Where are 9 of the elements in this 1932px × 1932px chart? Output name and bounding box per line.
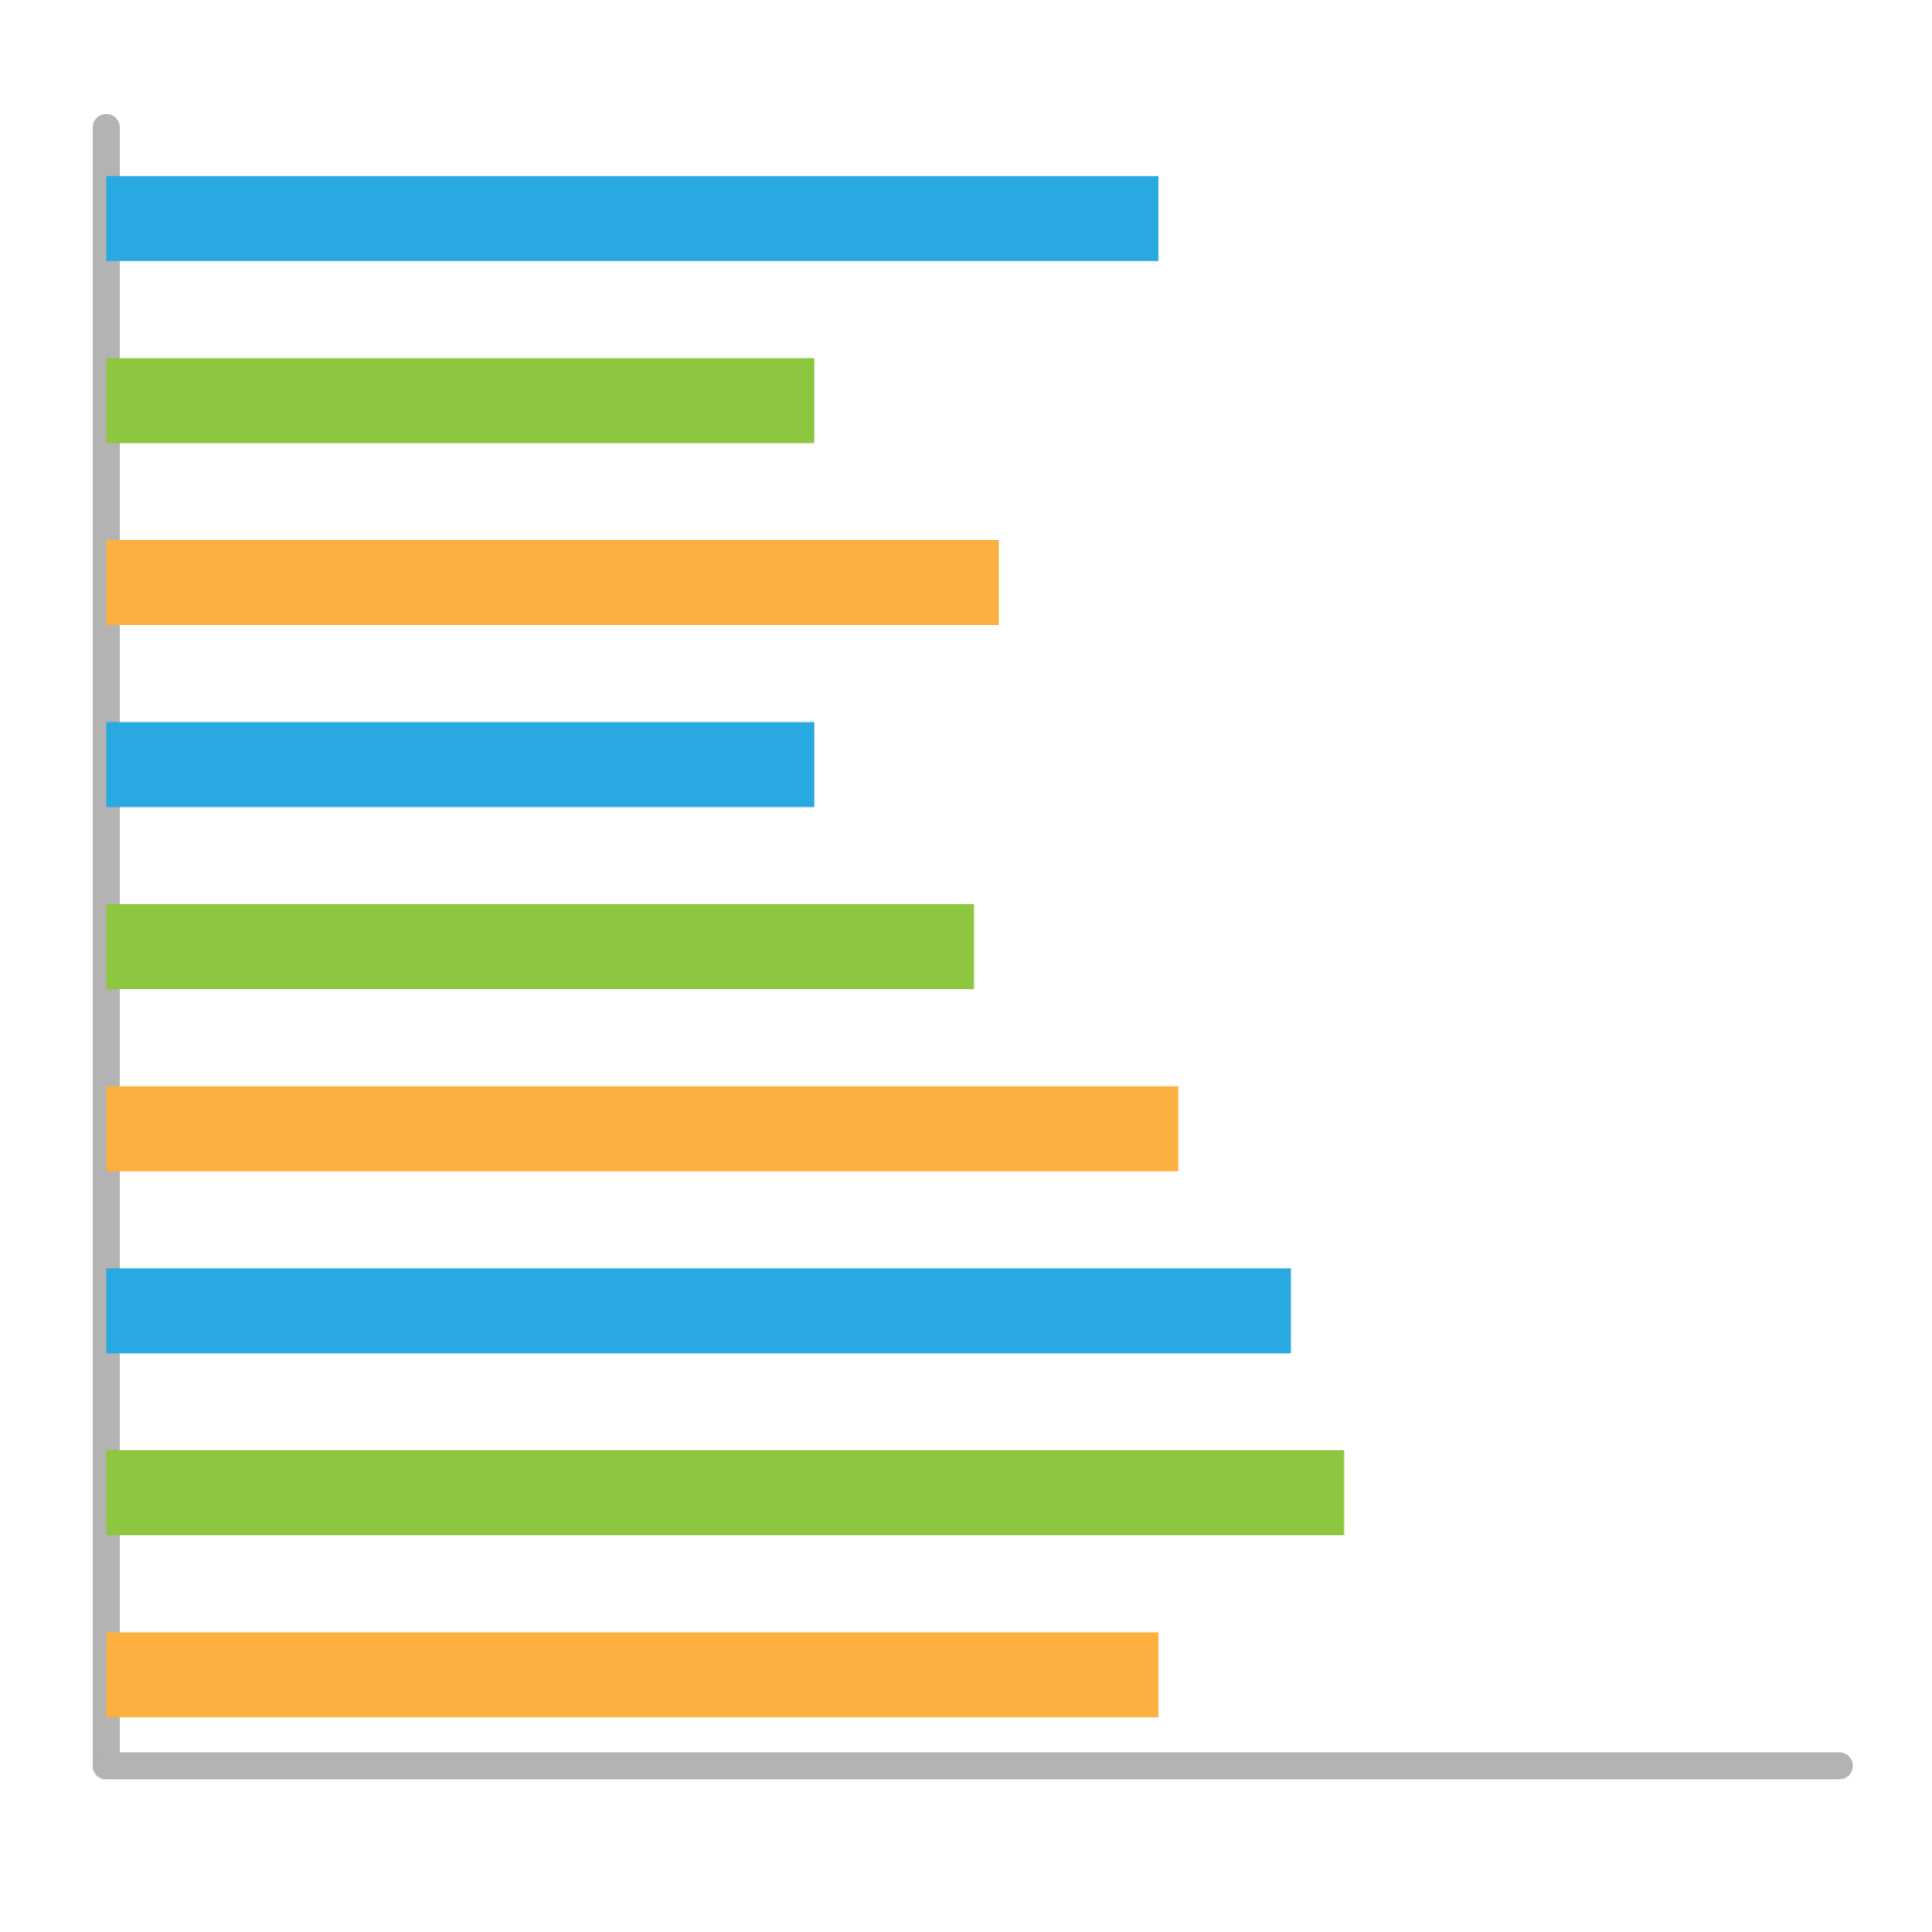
bar (106, 176, 1159, 262)
bar (106, 540, 999, 626)
bar (106, 722, 814, 808)
bar (106, 1267, 1292, 1353)
bar (106, 904, 975, 989)
bar (106, 1086, 1179, 1172)
bar (106, 1450, 1345, 1536)
bar (106, 357, 814, 443)
bar (106, 1632, 1159, 1718)
